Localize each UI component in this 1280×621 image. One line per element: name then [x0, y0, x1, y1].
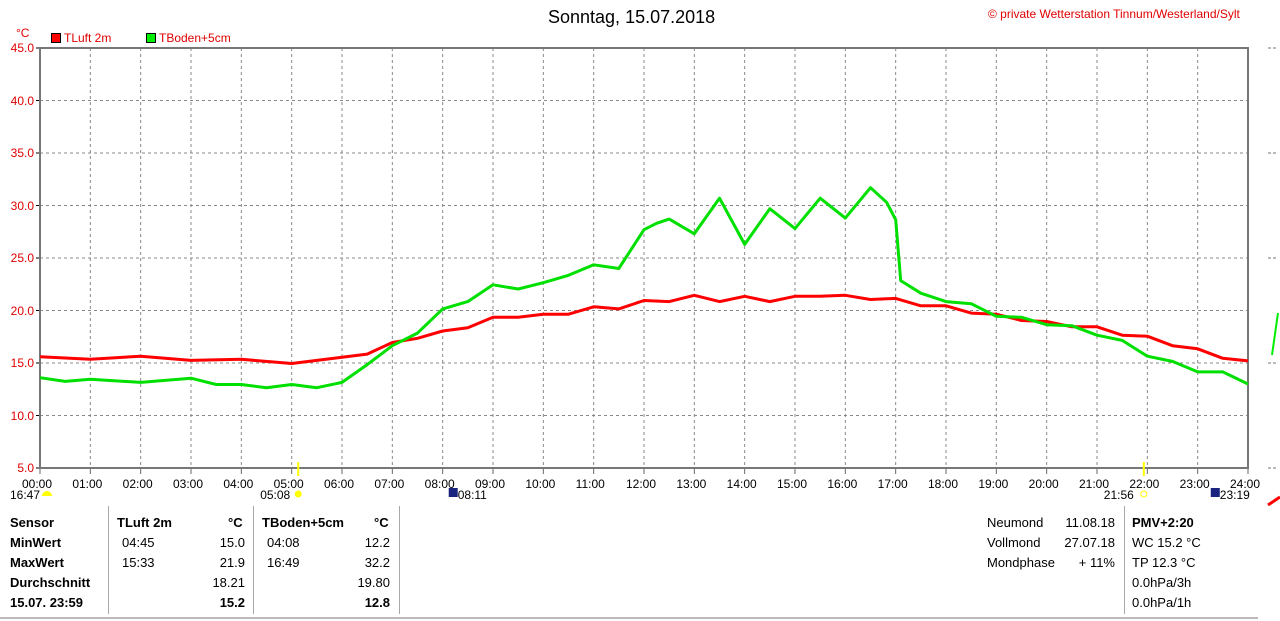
astro-time-label: 08:11 — [457, 488, 487, 502]
legend-label-tboden: TBoden+5cm — [159, 31, 231, 45]
table-cell-v1: 18.21 — [212, 575, 245, 590]
moon-label: Neumond — [987, 515, 1044, 530]
table-cell-v2: 12.2 — [364, 535, 390, 550]
x-tick-label: 09:00 — [475, 477, 506, 491]
dew-point: TP 12.3 °C — [1132, 555, 1196, 570]
y-tick-label: 20.0 — [10, 303, 34, 318]
y-tick-label: 45.0 — [10, 41, 34, 55]
table-cell-t1: 15:33 — [122, 555, 155, 570]
x-tick-label: 18:00 — [928, 477, 959, 491]
x-tick-label: 14:00 — [726, 477, 757, 491]
x-tick-label: 04:00 — [223, 477, 254, 491]
moon-value: 11.08.18 — [1065, 515, 1115, 530]
series-line-tboden — [39, 186, 1249, 390]
right-scale-tboden-mark — [1271, 312, 1279, 356]
table-cell-label: MinWert — [10, 535, 62, 550]
y-tick-label: 35.0 — [10, 146, 34, 160]
astro-time-label: 16:47 — [10, 488, 41, 502]
series-line-tluft — [39, 293, 1249, 365]
header-tluft: TLuft 2m — [117, 515, 172, 530]
x-tick-label: 06:00 — [324, 477, 355, 491]
y-tick-label: 25.0 — [10, 251, 34, 265]
astro-time-label: 23:19 — [1219, 488, 1250, 502]
x-tick-label: 21:00 — [1079, 477, 1110, 491]
table-cell-label: Durchschnitt — [10, 575, 91, 590]
y-tick-label: 30.0 — [10, 198, 34, 213]
astro-time-label: 05:08 — [260, 488, 291, 502]
x-tick-label: 10:00 — [525, 477, 556, 491]
legend-label-tluft: TLuft 2m — [64, 31, 112, 45]
x-tick-label: 08:00 — [424, 477, 455, 491]
header-sensor: Sensor — [10, 515, 55, 530]
y-tick-label: 40.0 — [10, 93, 34, 108]
x-tick-label: 05:00 — [273, 477, 304, 491]
x-tick-label: 17:00 — [877, 477, 908, 491]
copyright: © private Wetterstation Tinnum/Westerlan… — [988, 7, 1240, 21]
table-cell-v2: 19.80 — [357, 575, 390, 590]
legend-swatch-tluft — [51, 33, 61, 43]
y-tick-label: 5.0 — [17, 461, 34, 475]
wind-chill: WC 15.2 °C — [1132, 535, 1201, 550]
legend-swatch-tboden — [146, 33, 156, 43]
moonrise-icon — [448, 488, 458, 497]
pmv: PMV+2:20 — [1132, 515, 1194, 530]
moonset-icon — [1210, 488, 1220, 497]
x-tick-label: 13:00 — [676, 477, 707, 491]
moon-label: Vollmond — [987, 535, 1041, 550]
y-tick-label: 15.0 — [10, 356, 34, 370]
table-cell-label: 15.07. 23:59 — [10, 595, 84, 610]
table-cell-v1: 21.9 — [219, 555, 245, 570]
x-tick-label: 02:00 — [122, 477, 153, 491]
astro-time-label: 21:56 — [1103, 488, 1134, 502]
x-tick-label: 19:00 — [978, 477, 1009, 491]
table-cell-v2: 12.8 — [364, 595, 390, 610]
x-tick-label: 16:00 — [827, 477, 858, 491]
y-axis-unit: °C — [16, 26, 30, 40]
x-tick-label: 07:00 — [374, 477, 405, 491]
right-scale-tluft-mark — [1267, 495, 1280, 507]
table-cell-t1: 04:45 — [122, 535, 155, 550]
table-cell-t2: 04:08 — [267, 535, 300, 550]
header-unit-2: °C — [374, 515, 389, 530]
x-tick-label: 03:00 — [173, 477, 204, 491]
x-tick-label: 24:00 — [1230, 477, 1261, 491]
x-tick-label: 22:00 — [1129, 477, 1160, 491]
plot-frame — [39, 47, 1249, 469]
x-tick-label: 23:00 — [1179, 477, 1210, 491]
header-unit-1: °C — [228, 515, 243, 530]
pressure-3h: 0.0hPa/3h — [1132, 575, 1192, 590]
table-cell-v2: 32.2 — [364, 555, 390, 570]
x-tick-label: 00:00 — [22, 477, 53, 491]
moon-value: + 11% — [1078, 555, 1115, 570]
moon-value: 27.07.18 — [1064, 535, 1115, 550]
table-cell-t2: 16:49 — [267, 555, 300, 570]
table-cell-v1: 15.2 — [219, 595, 245, 610]
sunrise-icon — [294, 490, 302, 498]
table-cell-label: MaxWert — [10, 555, 64, 570]
moon-set-icon — [42, 491, 52, 496]
x-tick-label: 01:00 — [72, 477, 103, 491]
x-tick-label: 11:00 — [575, 477, 605, 491]
y-tick-label: 10.0 — [10, 408, 34, 423]
moon-label: Mondphase — [987, 555, 1055, 570]
x-tick-label: 20:00 — [1028, 477, 1059, 491]
x-tick-label: 12:00 — [626, 477, 657, 491]
chart-title: Sonntag, 15.07.2018 — [548, 7, 716, 27]
pressure-1h: 0.0hPa/1h — [1132, 595, 1192, 610]
x-tick-label: 15:00 — [777, 477, 808, 491]
sunset-icon — [1140, 490, 1148, 498]
table-cell-v1: 15.0 — [219, 535, 245, 550]
header-tboden: TBoden+5cm — [262, 515, 344, 530]
